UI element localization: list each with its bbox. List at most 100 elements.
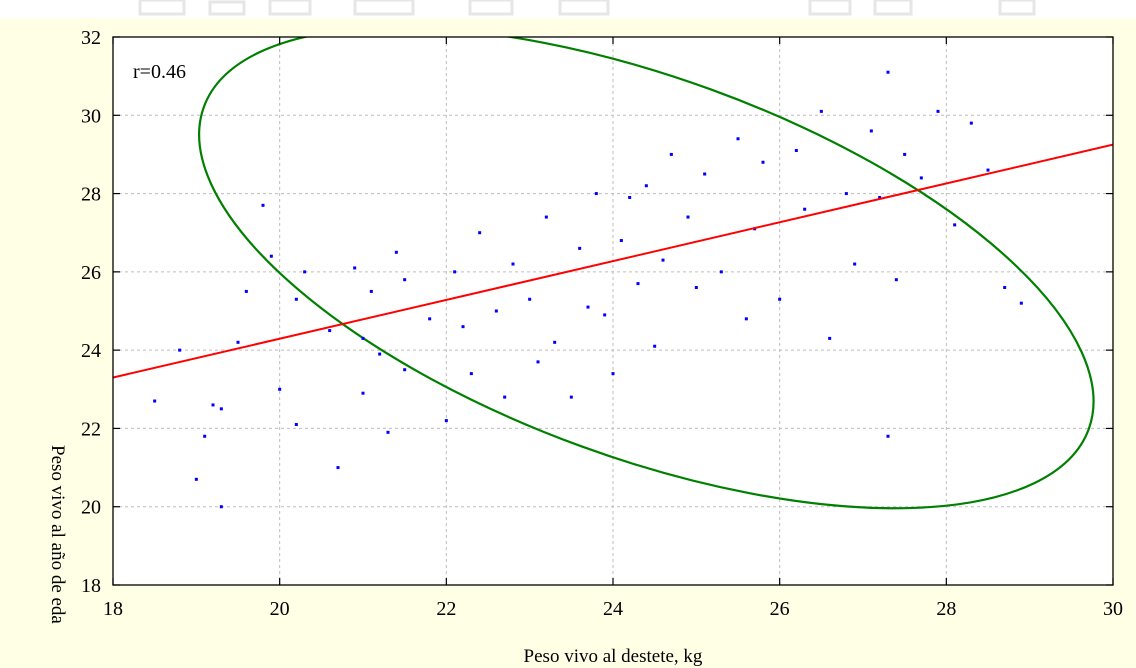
data-point [536,360,540,364]
data-point [894,278,898,282]
y-tick-label: 28 [81,184,101,206]
data-point [719,270,723,274]
data-point [303,270,307,274]
data-point [828,336,832,340]
data-point [936,109,940,113]
data-point [628,195,632,199]
y-tick-label: 20 [81,497,101,519]
data-point [969,121,973,125]
data-point [878,195,882,199]
correlation-annotation: r=0.46 [133,61,186,83]
data-point [544,215,548,219]
data-point [494,309,498,313]
y-axis-ticks: 18 20 22 24 26 28 30 32 [81,27,1113,597]
data-point [394,250,398,254]
gridlines [113,37,1113,585]
data-point [528,297,532,301]
data-point [369,289,373,293]
data-point [611,372,615,376]
data-point [194,477,198,481]
data-point [669,152,673,156]
x-tick-label: 26 [770,598,790,620]
data-point [603,313,607,317]
data-point [886,70,890,74]
data-point [236,340,240,344]
data-point [553,340,557,344]
confidence-ellipse [198,37,1095,510]
data-point [403,278,407,282]
data-point [211,403,215,407]
data-point [569,395,573,399]
data-point [844,192,848,196]
data-point [269,254,273,258]
data-point [386,430,390,434]
data-point [403,368,407,372]
data-point [453,270,457,274]
data-point [703,172,707,176]
data-point [294,423,298,427]
x-axis-ticks: 18 20 22 24 26 28 30 [103,37,1123,620]
data-point [886,434,890,438]
data-point [653,344,657,348]
data-point [361,391,365,395]
data-point [803,207,807,211]
data-point [294,297,298,301]
data-point [503,395,507,399]
data-point [661,258,665,262]
data-point [336,466,340,470]
data-point [203,434,207,438]
y-axis-title: Peso vivo al año de eda [47,445,68,624]
x-tick-label: 20 [270,598,290,620]
data-point [744,317,748,321]
data-point [903,152,907,156]
data-point [511,262,515,266]
data-point [619,239,623,243]
data-point [219,505,223,509]
top-edge-strip [0,0,1136,18]
y-tick-label: 18 [81,575,101,597]
data-point [686,215,690,219]
data-point [461,325,465,329]
data-point [594,192,598,196]
data-point [636,282,640,286]
data-point [219,407,223,411]
x-tick-label: 28 [936,598,956,620]
data-point [428,317,432,321]
data-point [178,348,182,352]
x-tick-label: 24 [603,598,623,620]
data-point [736,137,740,141]
data-point [853,262,857,266]
data-point [694,286,698,290]
data-point [328,329,332,333]
x-tick-label: 22 [436,598,456,620]
data-point [278,387,282,391]
top-edge-decoration [138,0,1036,16]
data-point [953,223,957,227]
data-point [444,419,448,423]
data-point [1003,286,1007,290]
y-tick-label: 22 [81,418,101,440]
data-point [578,246,582,250]
data-point [153,399,157,403]
data-point [644,184,648,188]
data-point [478,231,482,235]
data-point [919,176,923,180]
data-point [353,266,357,270]
data-point [794,149,798,153]
data-point [761,160,765,164]
data-point [244,289,248,293]
data-point [1019,301,1023,305]
y-tick-label: 32 [81,27,101,49]
data-point [819,109,823,113]
data-point [586,305,590,309]
x-tick-label: 30 [1103,598,1123,620]
data-points [153,70,1023,509]
data-point [361,336,365,340]
data-point [469,372,473,376]
data-point [378,352,382,356]
x-axis-title: Peso vivo al destete, kg [524,646,703,667]
y-tick-label: 30 [81,105,101,127]
data-point [778,297,782,301]
data-point [986,168,990,172]
